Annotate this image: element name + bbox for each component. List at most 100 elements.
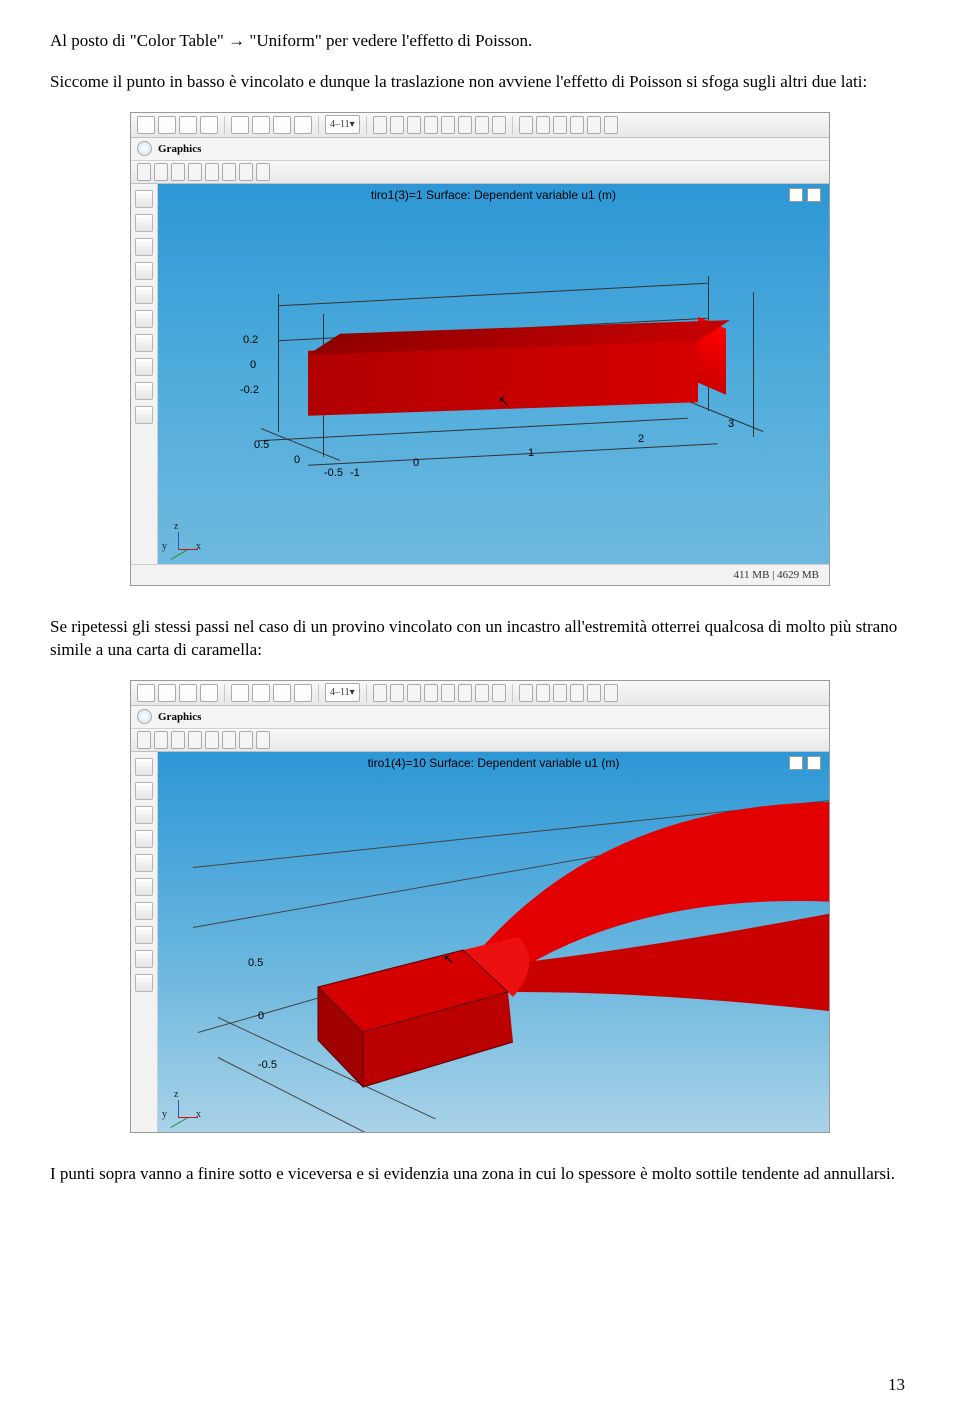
toolbar-icon[interactable] [294, 684, 312, 702]
toolbar-icon[interactable] [407, 116, 421, 134]
gridline [753, 292, 754, 437]
tool-icon[interactable] [135, 830, 153, 848]
toolbar-icon[interactable] [587, 116, 601, 134]
tool-icon[interactable] [135, 406, 153, 424]
rotate-icon[interactable] [188, 731, 202, 749]
toolbar-icon[interactable] [553, 684, 567, 702]
tool-icon[interactable] [135, 902, 153, 920]
zoom-icon[interactable] [171, 163, 185, 181]
toolbar-icon[interactable] [604, 684, 618, 702]
p1-post: "Uniform" per vedere l'effetto di Poisso… [245, 31, 532, 50]
toolbar-icon[interactable] [492, 684, 506, 702]
axis-tick-label: 0.2 [243, 334, 258, 346]
toolbar-icon[interactable] [231, 116, 249, 134]
toolbar-icon[interactable] [475, 684, 489, 702]
toolbar-icon[interactable] [294, 116, 312, 134]
toolbar-icon[interactable] [570, 116, 584, 134]
axis-z-label: z [174, 521, 178, 532]
camera-icon[interactable] [256, 731, 270, 749]
toolbar-icon[interactable] [587, 684, 601, 702]
graphics-tab-bar: Graphics [131, 706, 829, 729]
tool-icon[interactable] [135, 238, 153, 256]
tool-icon[interactable] [135, 382, 153, 400]
zoom-extents-icon[interactable] [137, 731, 151, 749]
view-icon[interactable] [222, 731, 236, 749]
view-icon[interactable] [222, 163, 236, 181]
toolbar-icon[interactable] [441, 684, 455, 702]
toolbar-icon[interactable] [200, 116, 218, 134]
rotate-icon[interactable] [205, 731, 219, 749]
toolbar-icon[interactable] [390, 684, 404, 702]
tool-icon[interactable] [135, 286, 153, 304]
toolbar-icon[interactable] [536, 116, 550, 134]
rotate-icon[interactable] [205, 163, 219, 181]
toolbar-icon[interactable] [492, 116, 506, 134]
toolbar-dropdown[interactable]: 4–11 ▾ [325, 115, 360, 134]
axis-tick-label: 0.5 [248, 957, 263, 969]
toolbar-icon[interactable] [604, 116, 618, 134]
toolbar-icon[interactable] [179, 684, 197, 702]
tool-icon[interactable] [135, 806, 153, 824]
toolbar-icon[interactable] [424, 684, 438, 702]
tool-icon[interactable] [135, 782, 153, 800]
toolbar-icon[interactable] [407, 684, 421, 702]
tool-icon[interactable] [135, 758, 153, 776]
zoom-icon[interactable] [154, 731, 168, 749]
tool-icon[interactable] [135, 878, 153, 896]
tool-icon[interactable] [135, 926, 153, 944]
graphics-tab-label[interactable]: Graphics [158, 711, 201, 723]
toolbar-icon[interactable] [373, 116, 387, 134]
toolbar-icon[interactable] [158, 684, 176, 702]
toolbar-icon[interactable] [137, 684, 155, 702]
toolbar-icon[interactable] [424, 116, 438, 134]
toolbar-icon[interactable] [519, 116, 533, 134]
toolbar-icon[interactable] [179, 116, 197, 134]
tool-icon[interactable] [135, 334, 153, 352]
graphics-tab-icon [137, 709, 152, 724]
toolbar-icon[interactable] [200, 684, 218, 702]
toolbar-icon[interactable] [158, 116, 176, 134]
toolbar-dropdown[interactable]: 4–11 ▾ [325, 683, 360, 702]
tool-icon[interactable] [135, 974, 153, 992]
3d-viewport[interactable]: tiro1(4)=10 Surface: Dependent variable … [158, 752, 829, 1132]
toolbar-icon[interactable] [536, 684, 550, 702]
tool-icon[interactable] [135, 262, 153, 280]
toolbar-icon[interactable] [137, 116, 155, 134]
toolbar-icon[interactable] [273, 684, 291, 702]
view-icon[interactable] [239, 163, 253, 181]
zoom-icon[interactable] [171, 731, 185, 749]
tool-icon[interactable] [135, 854, 153, 872]
memory-status: 411 MB | 4629 MB [733, 569, 819, 581]
toolbar-icon[interactable] [252, 116, 270, 134]
toolbar-icon[interactable] [458, 116, 472, 134]
toolbar-icon[interactable] [231, 684, 249, 702]
rotate-icon[interactable] [188, 163, 202, 181]
axis-tick-label: 0 [258, 1010, 264, 1022]
zoom-icon[interactable] [154, 163, 168, 181]
toolbar-icon[interactable] [441, 116, 455, 134]
graphics-tab-label[interactable]: Graphics [158, 143, 201, 155]
3d-viewport[interactable]: tiro1(3)=1 Surface: Dependent variable u… [158, 184, 829, 564]
camera-icon[interactable] [256, 163, 270, 181]
tool-icon[interactable] [135, 190, 153, 208]
tool-icon[interactable] [135, 214, 153, 232]
toolbar-icon[interactable] [519, 684, 533, 702]
toolbar-icon[interactable] [553, 116, 567, 134]
view-icon[interactable] [239, 731, 253, 749]
toolbar-icon[interactable] [390, 116, 404, 134]
toolbar-icon[interactable] [475, 116, 489, 134]
toolbar-icon[interactable] [252, 684, 270, 702]
toolbar-icon[interactable] [373, 684, 387, 702]
tool-icon[interactable] [135, 310, 153, 328]
zoom-extents-icon[interactable] [137, 163, 151, 181]
tool-icon[interactable] [135, 950, 153, 968]
toolbar-icon[interactable] [570, 684, 584, 702]
axis-tick-label: 1 [528, 447, 534, 459]
toolbar-icon[interactable] [273, 116, 291, 134]
axis-x-label: x [196, 1109, 201, 1120]
scene-2: ↖ 0.5 0 -0.5 [158, 752, 829, 1132]
tool-icon[interactable] [135, 358, 153, 376]
screenshot-poisson-uniform: 4–11 ▾ Graphics [130, 112, 830, 586]
toolbar-icon[interactable] [458, 684, 472, 702]
status-bar: 411 MB | 4629 MB [131, 564, 829, 585]
